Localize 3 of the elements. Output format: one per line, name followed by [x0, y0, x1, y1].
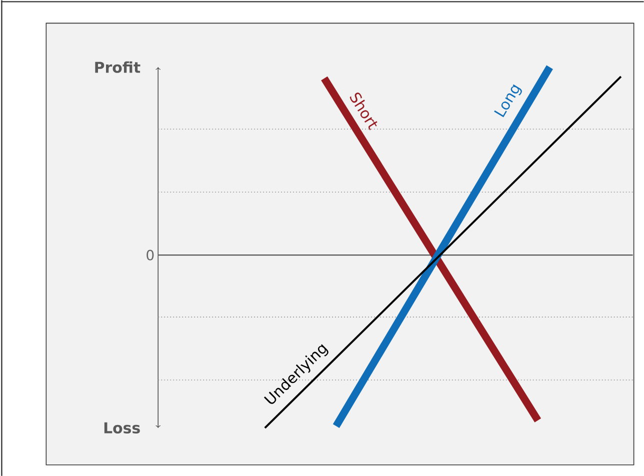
- text: Profit: [95, 61, 140, 73]
- ref-line-label: 0: [146, 250, 154, 260]
- text: Loss: [104, 422, 140, 434]
